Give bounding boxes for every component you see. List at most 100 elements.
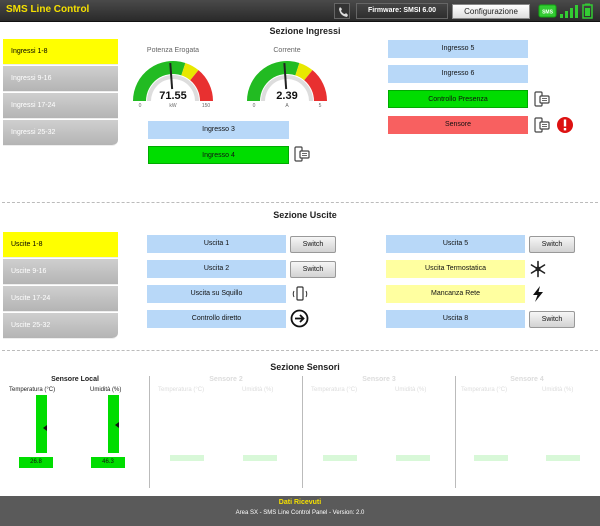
tab-uscite-1-8[interactable]: Uscite 1-8 [3,232,118,258]
indicator-controllo-presenza: Controllo Presenza [388,90,528,108]
sensori-section-title: Sezione Sensori [270,362,340,372]
section-divider [2,350,598,351]
gauge-max: 5 [319,103,322,109]
sensor-temp-label: Temperatura (°C) [9,387,56,393]
gauge-value: 2.39 [276,90,297,102]
indicator-ingresso-3: Ingresso 3 [148,121,289,139]
sms-notify-icon [534,91,550,107]
indicator-ingresso-4: Ingresso 4 [148,146,289,164]
switch-uscita-8-button[interactable]: Switch [529,311,575,328]
output-uscita-termostatica: Uscita Termostatica [386,260,525,278]
footer: Dati Ricevuti Area SX - SMS Line Control… [0,496,600,526]
sms-icon: SMS [538,4,557,18]
sensor-hum-label: Umidità (%) [90,387,122,393]
sensor-hum-label: Umidità (%) [542,387,574,393]
indicator-sensore: Sensore [388,116,528,134]
sensor-separator [149,376,150,488]
gauge-corrente: 2.39A 0 5 [247,60,327,109]
section-divider [2,202,598,203]
sensor-temp-label: Temperatura (°C) [311,387,358,393]
indicator-ingresso-5: Ingresso 5 [388,40,528,58]
output-uscita-2: Uscita 2 [147,260,286,278]
phone-icon [339,7,348,17]
status-icons: SMS [538,3,598,20]
gauge-needle [283,63,288,90]
output-controllo-diretto: Controllo diretto [147,310,286,328]
uscite-section-title: Sezione Uscite [273,210,337,220]
gauge-zone-green [247,60,300,101]
gauge-inner-ring [147,75,199,101]
app-title: SMS Line Control [6,4,90,15]
gauge-label-corrente: Corrente [273,47,301,54]
sensor-title-3: Sensore 3 [362,376,396,383]
phone-status-button[interactable] [334,3,350,19]
tab-ingressi-25-32[interactable]: Ingressi 25-32 [3,120,118,146]
switch-uscita-2-button[interactable]: Switch [290,261,336,278]
gauge-min: 0 [253,103,256,109]
firmware-version: Firmware: SMSI 6.00 [356,3,448,19]
tab-uscite-17-24[interactable]: Uscite 17-24 [3,286,118,312]
sensor-title-4: Sensore 4 [510,376,544,383]
sensor-temp-label: Temperatura (°C) [158,387,205,393]
sensor-temp-label: Temperatura (°C) [461,387,508,393]
snowflake-icon [530,260,546,278]
output-uscita-1: Uscita 1 [147,235,286,253]
sensor-title-local: Sensore Local [51,376,99,383]
sensor-placeholder-bar [243,455,277,461]
tab-ingressi-1-8[interactable]: Ingressi 1-8 [3,39,118,65]
gauge-zone-yellow [181,62,199,81]
sensor-separator [455,376,456,488]
gauge-unit: kW [169,103,177,109]
sensor-placeholder-bar [396,455,430,461]
humidity-marker-icon [115,422,119,428]
output-uscita-su-squillo: Uscita su Squillo [147,285,286,303]
phone-ring-icon [292,286,308,301]
app-header: SMS Line Control Firmware: SMSI 6.00 Con… [0,0,600,22]
tab-uscite-25-32[interactable]: Uscite 25-32 [3,313,118,339]
output-mancanza-rete: Mancanza Rete [386,285,525,303]
gauge-min: 0 [139,103,142,109]
alarm-icon [557,117,573,133]
humidity-bar [108,395,119,453]
footer-version: Area SX - SMS Line Control Panel - Versi… [235,510,365,516]
footer-title: Dati Ricevuti [278,499,322,506]
configurazione-button[interactable]: Configurazione [452,4,530,19]
sensor-placeholder-bar [170,455,204,461]
gauge-zone-yellow [295,62,313,81]
temperature-marker-icon [43,425,47,431]
sms-notify-icon [534,117,550,133]
sensor-hum-label: Umidità (%) [242,387,274,393]
gauge-zone-red [304,70,327,101]
lightning-icon [533,286,543,302]
gauge-zone-green [133,60,186,101]
sensor-hum-label: Umidità (%) [395,387,427,393]
signal-strength-icon [560,5,578,18]
temperature-bar [36,395,47,453]
sensor-title-2: Sensore 2 [209,376,243,383]
arrow-right-circle-icon[interactable] [290,309,309,328]
sms-notify-icon [294,146,310,162]
sensor-placeholder-bar [323,455,357,461]
sensor-placeholder-bar [546,455,580,461]
tab-ingressi-9-16[interactable]: Ingressi 9-16 [3,66,118,92]
gauge-inner-ring [261,75,313,101]
output-uscita-8: Uscita 8 [386,310,525,328]
sensor-separator [302,376,303,488]
indicator-ingresso-6: Ingresso 6 [388,65,528,83]
ingressi-section-title: Sezione Ingressi [269,26,341,36]
tab-ingressi-17-24[interactable]: Ingressi 17-24 [3,93,118,119]
gauge-max: 150 [202,103,211,109]
temperature-value: 26.8 [19,457,53,468]
gauge-value: 71.55 [159,90,187,102]
gauge-label-potenza: Potenza Erogata [146,47,200,54]
gauge-unit: A [285,103,289,109]
switch-uscita-1-button[interactable]: Switch [290,236,336,253]
gauge-needle [169,63,174,90]
battery-icon [582,3,593,19]
humidity-value: 46.3 [91,457,125,468]
gauge-zone-red [190,70,213,101]
switch-uscita-5-button[interactable]: Switch [529,236,575,253]
svg-text:SMS: SMS [542,10,554,16]
tab-uscite-9-16[interactable]: Uscite 9-16 [3,259,118,285]
